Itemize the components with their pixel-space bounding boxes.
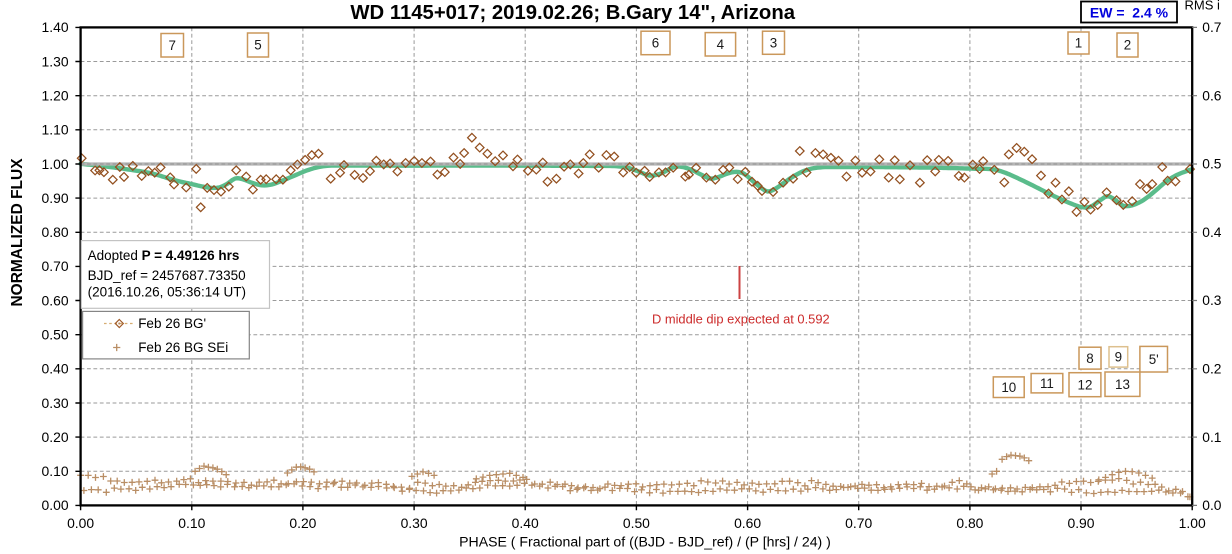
svg-text:1: 1 [1075, 36, 1082, 51]
svg-text:0.00: 0.00 [42, 497, 69, 513]
svg-text:0.4: 0.4 [1202, 225, 1222, 240]
svg-text:0.10: 0.10 [178, 515, 205, 531]
svg-text:RMS i: RMS i [1185, 0, 1221, 13]
svg-text:0.60: 0.60 [734, 515, 761, 531]
svg-text:0.20: 0.20 [289, 515, 316, 531]
svg-text:6: 6 [652, 36, 659, 51]
svg-text:0.70: 0.70 [42, 258, 69, 274]
svg-text:9: 9 [1115, 350, 1122, 365]
svg-text:0.5: 0.5 [1202, 157, 1222, 172]
svg-text:4: 4 [717, 37, 725, 52]
svg-text:Adopted P = 4.49126 hrs: Adopted P = 4.49126 hrs [88, 248, 240, 263]
svg-text:0.10: 0.10 [42, 463, 69, 479]
svg-text:5: 5 [254, 38, 261, 53]
svg-text:0.00: 0.00 [67, 515, 94, 531]
svg-text:12: 12 [1078, 377, 1093, 392]
svg-text:WD 1145+017; 2019.02.26; B.Gar: WD 1145+017; 2019.02.26; B.Gary 14", Ari… [350, 2, 795, 24]
svg-text:PHASE ( Fractional part of ((B: PHASE ( Fractional part of ((BJD - BJD_r… [459, 534, 831, 550]
svg-text:BJD_ref = 2457687.73350: BJD_ref = 2457687.73350 [88, 268, 246, 283]
svg-text:0.30: 0.30 [401, 515, 428, 531]
svg-text:1.00: 1.00 [42, 156, 69, 172]
svg-text:1.30: 1.30 [42, 53, 69, 69]
svg-text:7: 7 [168, 38, 175, 53]
svg-text:0.6: 0.6 [1202, 88, 1222, 103]
svg-text:0.50: 0.50 [42, 327, 69, 343]
svg-text:0.7: 0.7 [1202, 20, 1221, 35]
svg-text:5': 5' [1149, 352, 1159, 367]
svg-text:NORMALIZED FLUX: NORMALIZED FLUX [9, 158, 26, 307]
svg-text:D middle dip expected at 0.592: D middle dip expected at 0.592 [652, 312, 830, 327]
svg-text:8: 8 [1086, 351, 1093, 366]
svg-text:0.50: 0.50 [623, 515, 650, 531]
svg-text:2: 2 [1124, 38, 1131, 53]
svg-text:1.10: 1.10 [42, 122, 69, 138]
svg-text:0.1: 0.1 [1202, 430, 1221, 445]
svg-text:0.80: 0.80 [42, 224, 69, 240]
svg-text:0.0: 0.0 [1202, 498, 1222, 513]
svg-text:0.70: 0.70 [845, 515, 872, 531]
svg-text:11: 11 [1040, 376, 1054, 391]
svg-text:1.20: 1.20 [42, 88, 69, 104]
svg-text:0.90: 0.90 [42, 190, 69, 206]
svg-text:1.00: 1.00 [1179, 515, 1206, 531]
svg-text:0.2: 0.2 [1202, 362, 1221, 377]
svg-text:1.40: 1.40 [42, 19, 69, 35]
svg-text:0.40: 0.40 [42, 361, 69, 377]
svg-text:0.90: 0.90 [1067, 515, 1094, 531]
svg-text:13: 13 [1115, 377, 1130, 392]
svg-text:0.3: 0.3 [1202, 293, 1222, 308]
svg-text:(2016.10.26, 05:36:14 UT): (2016.10.26, 05:36:14 UT) [88, 285, 246, 300]
svg-text:10: 10 [1001, 380, 1016, 395]
svg-text:0.60: 0.60 [42, 292, 69, 308]
svg-text:Feb 26 BG SEi: Feb 26 BG SEi [138, 340, 228, 355]
svg-text:0.80: 0.80 [956, 515, 983, 531]
svg-text:0.40: 0.40 [512, 515, 539, 531]
svg-text:EW = 2.4 %: EW = 2.4 % [1090, 4, 1169, 20]
svg-text:Feb 26 BG': Feb 26 BG' [138, 316, 206, 331]
svg-text:0.20: 0.20 [42, 429, 69, 445]
svg-text:3: 3 [770, 35, 777, 50]
svg-text:0.30: 0.30 [42, 395, 69, 411]
